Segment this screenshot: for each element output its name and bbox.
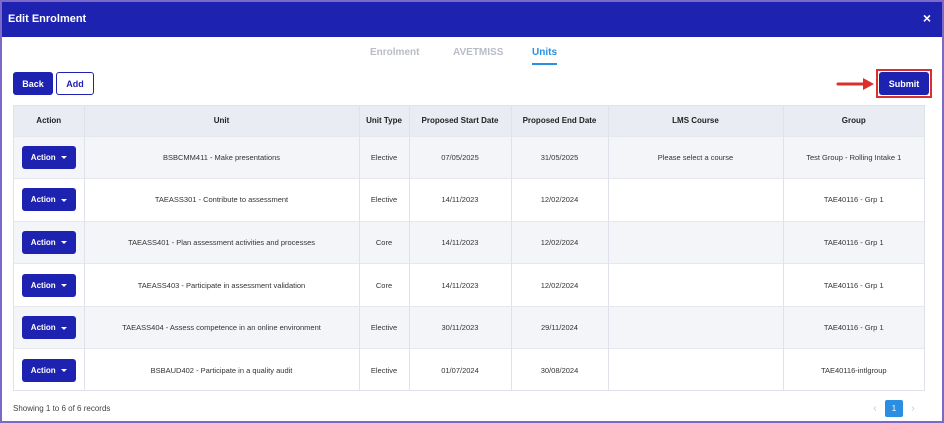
table-row: Action TAEASS404 - Assess competence in … xyxy=(14,305,924,349)
caret-down-icon xyxy=(60,241,67,245)
action-cell: Action xyxy=(14,178,85,222)
action-cell: Action xyxy=(14,305,85,349)
action-label: Action xyxy=(30,195,56,205)
caret-down-icon xyxy=(60,283,67,287)
caret-down-icon xyxy=(60,326,67,330)
tab-units[interactable]: Units xyxy=(532,47,557,65)
group-cell: TAE40116 - Grp 1 xyxy=(783,305,924,349)
start-date-cell: 14/11/2023 xyxy=(409,220,512,264)
action-label: Action xyxy=(30,323,56,333)
start-date-cell: 30/11/2023 xyxy=(409,305,512,349)
column-header-unit-type: Unit Type xyxy=(359,106,410,136)
submit-highlight-box xyxy=(876,69,932,98)
unit-cell: TAEASS403 - Participate in assessment va… xyxy=(84,263,360,307)
table-header-row: Action Unit Unit Type Proposed Start Dat… xyxy=(14,106,924,136)
records-info: Showing 1 to 6 of 6 records xyxy=(13,404,111,413)
start-date-cell: 01/07/2024 xyxy=(409,348,512,390)
lms-course-cell xyxy=(608,178,784,222)
add-button[interactable]: Add xyxy=(56,72,94,95)
action-dropdown-button[interactable]: Action xyxy=(21,230,76,254)
arrow-right-icon xyxy=(836,78,874,90)
column-header-start-date: Proposed Start Date xyxy=(409,106,512,136)
lms-course-cell xyxy=(608,220,784,264)
caret-down-icon xyxy=(60,369,67,373)
column-header-lms-course: LMS Course xyxy=(608,106,784,136)
action-dropdown-button[interactable]: Action xyxy=(21,316,76,340)
group-cell: TAE40116 - Grp 1 xyxy=(783,220,924,264)
caret-down-icon xyxy=(60,198,67,202)
pagination-page-1[interactable]: 1 xyxy=(885,400,903,417)
action-dropdown-button[interactable]: Action xyxy=(21,145,76,169)
action-label: Action xyxy=(30,280,56,290)
unit-type-cell: Core xyxy=(359,220,410,264)
action-cell: Action xyxy=(14,135,85,179)
close-icon[interactable]: × xyxy=(922,10,932,26)
unit-cell: TAEASS401 - Plan assessment activities a… xyxy=(84,220,360,264)
action-cell: Action xyxy=(14,220,85,264)
chevron-left-icon[interactable]: ‹ xyxy=(873,403,877,414)
end-date-cell: 12/02/2024 xyxy=(511,263,609,307)
lms-course-cell: Please select a course xyxy=(608,135,784,179)
unit-cell: BSBAUD402 - Participate in a quality aud… xyxy=(84,348,360,390)
modal-title: Edit Enrolment xyxy=(8,13,87,25)
end-date-cell: 30/08/2024 xyxy=(511,348,609,390)
lms-course-cell xyxy=(608,305,784,349)
chevron-right-icon[interactable]: › xyxy=(911,403,915,414)
start-date-cell: 14/11/2023 xyxy=(409,263,512,307)
column-header-group: Group xyxy=(783,106,924,136)
lms-course-cell xyxy=(608,348,784,390)
table-row: Action TAEASS301 - Contribute to assessm… xyxy=(14,178,924,222)
action-label: Action xyxy=(30,152,56,162)
action-cell: Action xyxy=(14,348,85,390)
group-cell: TAE40116 - Grp 1 xyxy=(783,263,924,307)
unit-type-cell: Elective xyxy=(359,305,410,349)
end-date-cell: 12/02/2024 xyxy=(511,220,609,264)
unit-cell: TAEASS404 - Assess competence in an onli… xyxy=(84,305,360,349)
action-label: Action xyxy=(30,366,56,376)
end-date-cell: 29/11/2024 xyxy=(511,305,609,349)
action-dropdown-button[interactable]: Action xyxy=(21,188,76,212)
modal-header: Edit Enrolment × xyxy=(2,2,942,37)
unit-cell: BSBCMM411 - Make presentations xyxy=(84,135,360,179)
table-row: Action BSBCMM411 - Make presentations El… xyxy=(14,135,924,179)
unit-type-cell: Elective xyxy=(359,135,410,179)
units-table: Action Unit Unit Type Proposed Start Dat… xyxy=(13,105,925,391)
column-header-unit: Unit xyxy=(84,106,360,136)
tab-bar: Enrolment AVETMISS Units xyxy=(2,47,942,67)
tab-avetmiss[interactable]: AVETMISS xyxy=(453,47,504,58)
start-date-cell: 14/11/2023 xyxy=(409,178,512,222)
unit-type-cell: Elective xyxy=(359,178,410,222)
column-header-end-date: Proposed End Date xyxy=(511,106,609,136)
back-button[interactable]: Back xyxy=(13,72,53,95)
group-cell: TAE40116 - Grp 1 xyxy=(783,178,924,222)
action-cell: Action xyxy=(14,263,85,307)
lms-course-cell xyxy=(608,263,784,307)
action-dropdown-button[interactable]: Action xyxy=(21,359,76,383)
start-date-cell: 07/05/2025 xyxy=(409,135,512,179)
group-cell: Test Group - Rolling Intake 1 xyxy=(783,135,924,179)
unit-type-cell: Core xyxy=(359,263,410,307)
tab-enrolment[interactable]: Enrolment xyxy=(370,47,420,58)
table-row: Action TAEASS401 - Plan assessment activ… xyxy=(14,220,924,264)
unit-cell: TAEASS301 - Contribute to assessment xyxy=(84,178,360,222)
action-label: Action xyxy=(30,237,56,247)
end-date-cell: 31/05/2025 xyxy=(511,135,609,179)
table-row: Action BSBAUD402 - Participate in a qual… xyxy=(14,348,924,390)
group-cell: TAE40116-intlgroup xyxy=(783,348,924,390)
end-date-cell: 12/02/2024 xyxy=(511,178,609,222)
unit-type-cell: Elective xyxy=(359,348,410,390)
caret-down-icon xyxy=(60,156,67,160)
column-header-action: Action xyxy=(14,106,85,136)
action-dropdown-button[interactable]: Action xyxy=(21,273,76,297)
table-row: Action TAEASS403 - Participate in assess… xyxy=(14,263,924,307)
submit-button[interactable]: Submit xyxy=(879,72,929,95)
